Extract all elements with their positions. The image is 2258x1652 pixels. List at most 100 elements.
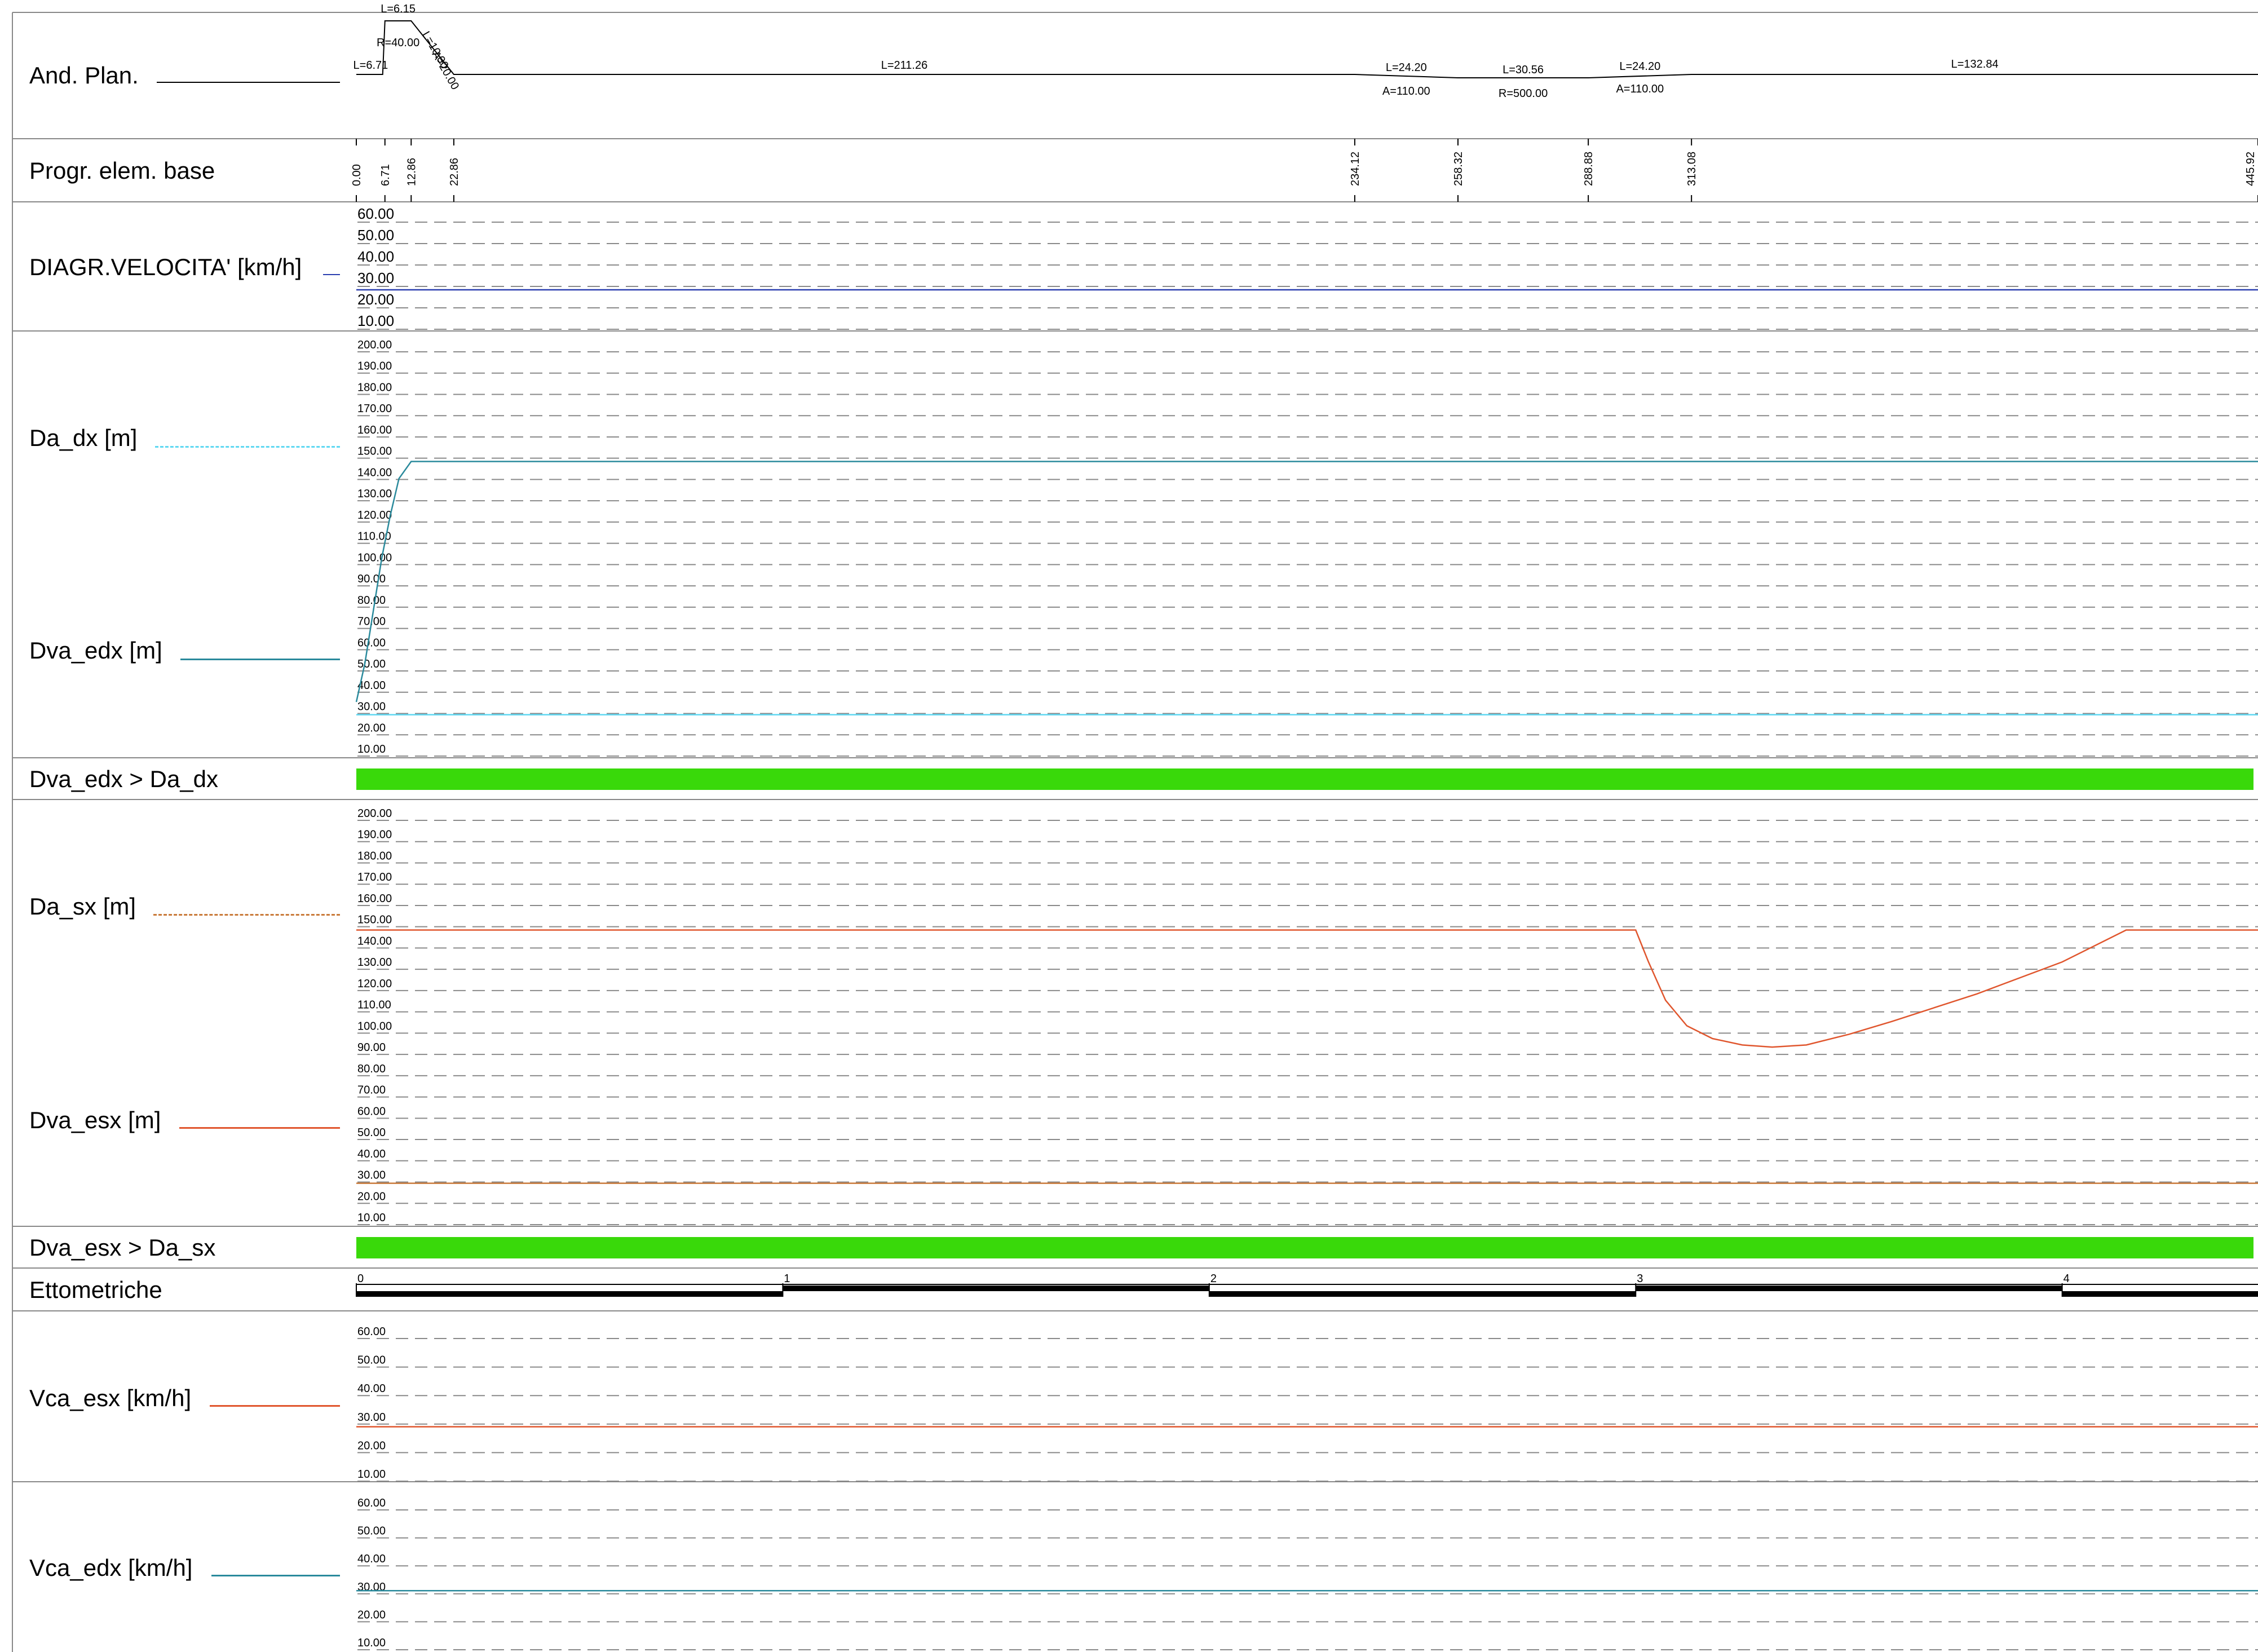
y-tick-label-dx: 180.00 bbox=[357, 381, 392, 394]
y-tick-label-vca_edx: 10.00 bbox=[357, 1637, 386, 1649]
row-labels: And. Plan. Progr. elem. base DIAGR.VELOC… bbox=[0, 0, 340, 1652]
y-tick-label-sx: 60.00 bbox=[357, 1105, 386, 1117]
y-tick-label-vca_edx: 60.00 bbox=[357, 1497, 386, 1509]
row-label-dva-edx: Dva_edx [m] bbox=[29, 637, 162, 664]
y-tick-label-dx: 60.00 bbox=[357, 637, 386, 649]
progressive-label: 445.92 bbox=[2244, 152, 2257, 186]
legend-key-and-plan bbox=[157, 82, 340, 83]
y-tick-label-velocita: 30.00 bbox=[357, 270, 394, 286]
row-label-da-dx: Da_dx [m] bbox=[29, 425, 138, 451]
progressive-label: 313.08 bbox=[1686, 152, 1698, 186]
y-tick-label-sx: 10.00 bbox=[357, 1212, 386, 1224]
legend-key-velocita bbox=[323, 274, 340, 275]
scale-label: 1 bbox=[784, 1273, 790, 1285]
row-label-vca-esx: Vca_esx [km/h] bbox=[29, 1385, 192, 1411]
y-tick-label-sx: 70.00 bbox=[357, 1084, 386, 1097]
progressive-label: 6.71 bbox=[379, 164, 392, 186]
plan-param-label: A=110.00 bbox=[1382, 85, 1430, 98]
scale-label: 0 bbox=[357, 1273, 364, 1285]
y-tick-label-vca_esx: 30.00 bbox=[357, 1411, 386, 1424]
y-tick-label-velocita: 60.00 bbox=[357, 205, 394, 222]
y-tick-label-dx: 10.00 bbox=[357, 743, 386, 756]
plan-length-label: L=6.15 bbox=[381, 3, 416, 15]
y-tick-label-vca_esx: 60.00 bbox=[357, 1326, 386, 1338]
plan-length-label: L=24.20 bbox=[1619, 60, 1660, 73]
series-line-dva_edx bbox=[355, 461, 2258, 703]
y-tick-label-dx: 140.00 bbox=[357, 466, 392, 479]
scale-segment bbox=[1636, 1286, 2062, 1291]
y-tick-label-sx: 90.00 bbox=[357, 1041, 386, 1054]
check-bar bbox=[356, 768, 2253, 790]
y-tick-label-dx: 30.00 bbox=[357, 701, 386, 713]
y-tick-label-sx: 160.00 bbox=[357, 893, 392, 905]
legend-key-dva-edx bbox=[180, 659, 340, 660]
y-tick-label-vca_edx: 50.00 bbox=[357, 1525, 386, 1538]
scale-segment bbox=[1209, 1291, 1636, 1297]
plan-length-label: L=132.84 bbox=[1951, 58, 1999, 70]
progressive-label: 0.00 bbox=[351, 164, 363, 186]
y-tick-label-vca_edx: 20.00 bbox=[357, 1609, 386, 1621]
y-tick-label-dx: 130.00 bbox=[357, 488, 392, 500]
y-tick-label-dx: 90.00 bbox=[357, 573, 386, 585]
y-tick-label-vca_esx: 20.00 bbox=[357, 1439, 386, 1452]
legend-key-da-dx bbox=[155, 446, 340, 448]
row-label-da-sx: Da_sx [m] bbox=[29, 893, 136, 920]
y-tick-label-velocita: 10.00 bbox=[357, 312, 394, 329]
y-tick-label-vca_edx: 30.00 bbox=[357, 1581, 386, 1593]
y-tick-label-velocita: 40.00 bbox=[357, 248, 394, 265]
legend-key-dva-esx bbox=[179, 1127, 340, 1129]
plan-length-label: L=211.26 bbox=[881, 59, 928, 72]
scale-segment bbox=[2062, 1291, 2258, 1297]
y-tick-label-dx: 80.00 bbox=[357, 594, 386, 607]
y-tick-label-vca_edx: 40.00 bbox=[357, 1553, 386, 1565]
row-label-progr: Progr. elem. base bbox=[29, 157, 215, 184]
plan-alignment-line bbox=[356, 20, 2258, 78]
y-tick-label-dx: 110.00 bbox=[357, 531, 391, 543]
plan-param-label: A=110.00 bbox=[1616, 83, 1664, 95]
y-tick-label-sx: 140.00 bbox=[357, 935, 392, 947]
y-tick-label-sx: 170.00 bbox=[357, 871, 392, 884]
y-tick-label-dx: 100.00 bbox=[357, 551, 392, 564]
scale-label: 3 bbox=[1637, 1273, 1643, 1285]
y-tick-label-sx: 20.00 bbox=[357, 1190, 386, 1203]
row-label-vca-edx: Vca_edx [km/h] bbox=[29, 1554, 193, 1581]
scale-segment bbox=[356, 1291, 783, 1297]
row-label-dva-esx: Dva_esx [m] bbox=[29, 1107, 161, 1133]
scale-label: 2 bbox=[1210, 1273, 1217, 1285]
y-tick-label-dx: 150.00 bbox=[357, 445, 392, 458]
row-label-velocita: DIAGR.VELOCITA' [km/h] bbox=[29, 254, 302, 280]
y-tick-label-dx: 40.00 bbox=[357, 679, 386, 692]
y-tick-label-sx: 130.00 bbox=[357, 956, 392, 969]
row-label-ettometriche: Ettometriche bbox=[29, 1276, 162, 1303]
plan-param-label: R=40.00 bbox=[377, 37, 419, 49]
plan-length-label: L=30.56 bbox=[1503, 64, 1544, 76]
y-tick-label-sx: 100.00 bbox=[357, 1020, 392, 1032]
y-tick-label-vca_esx: 10.00 bbox=[357, 1468, 386, 1481]
plan-param-label: R=500.00 bbox=[1499, 87, 1548, 100]
legend-key-da-sx bbox=[153, 914, 340, 916]
y-tick-label-velocita: 20.00 bbox=[357, 291, 394, 308]
y-tick-label-dx: 120.00 bbox=[357, 509, 392, 522]
y-tick-label-dx: 170.00 bbox=[357, 403, 392, 415]
progressive-label: 288.88 bbox=[1583, 152, 1595, 186]
progressive-label: 22.86 bbox=[448, 158, 461, 186]
series-line-dva_esx bbox=[356, 929, 2258, 1048]
y-tick-label-dx: 20.00 bbox=[357, 722, 386, 734]
y-tick-label-sx: 30.00 bbox=[357, 1169, 386, 1182]
row-label-check-sx: Dva_esx > Da_sx bbox=[29, 1234, 216, 1261]
plan-length-label: L=6.71 bbox=[353, 59, 388, 72]
row-label-and-plan: And. Plan. bbox=[29, 62, 139, 89]
y-tick-label-sx: 200.00 bbox=[357, 807, 392, 820]
y-tick-label-dx: 200.00 bbox=[357, 339, 392, 351]
y-tick-label-sx: 180.00 bbox=[357, 850, 392, 862]
progressive-label: 234.12 bbox=[1349, 152, 1362, 186]
y-tick-label-dx: 50.00 bbox=[357, 658, 386, 670]
y-tick-label-velocita: 50.00 bbox=[357, 227, 394, 244]
y-tick-label-sx: 190.00 bbox=[357, 829, 392, 841]
y-tick-label-sx: 110.00 bbox=[357, 999, 391, 1011]
progressive-label: 258.32 bbox=[1452, 152, 1465, 186]
y-tick-label-vca_esx: 40.00 bbox=[357, 1382, 386, 1395]
scale-segment bbox=[783, 1286, 1209, 1291]
row-label-check-dx: Dva_edx > Da_dx bbox=[29, 766, 219, 792]
y-tick-label-dx: 190.00 bbox=[357, 360, 392, 373]
